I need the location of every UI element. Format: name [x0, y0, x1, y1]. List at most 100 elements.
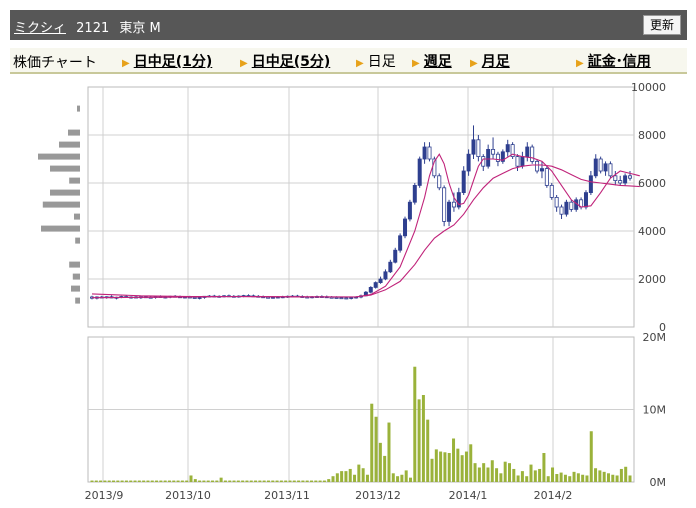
volume-bar [391, 473, 395, 482]
volume-bar [542, 453, 546, 482]
volume-bar [107, 480, 111, 482]
candle-body [598, 158, 603, 172]
volume-bar [245, 480, 249, 482]
volume-profile-bar [42, 201, 80, 208]
price-panel-frame [87, 86, 635, 328]
volume-bar [417, 399, 421, 482]
volume-bar [585, 475, 589, 482]
candle-body [383, 271, 388, 280]
volume-bar [469, 444, 473, 482]
volume-tick-label: 10M [643, 404, 667, 417]
volume-bar [507, 463, 511, 482]
volume-bar [400, 474, 404, 482]
volume-bar [615, 475, 619, 482]
volume-bar [202, 480, 206, 482]
volume-bar [305, 480, 309, 482]
volume-bar [129, 480, 133, 482]
candle-body [613, 175, 618, 182]
volume-bar [254, 480, 258, 482]
volume-bar [310, 480, 314, 482]
arrow-right-icon: ▶ [356, 58, 364, 69]
candle-body [266, 296, 271, 299]
volume-bar [589, 431, 593, 482]
nav-item-label[interactable]: 週足 [423, 54, 452, 70]
nav-item-label[interactable]: 証金･信用 [587, 54, 651, 70]
x-tick-label: 2013/12 [355, 489, 401, 502]
volume-bar [172, 480, 176, 482]
nav-item-intraday-5min[interactable]: ▶ 日中足(5分) [240, 51, 330, 71]
volume-bar [538, 468, 542, 482]
nav-item-intraday-1min[interactable]: ▶ 日中足(1分) [122, 51, 212, 71]
candle-body [588, 175, 593, 194]
volume-bar [198, 480, 202, 482]
x-tick-label: 2014/1 [449, 489, 488, 502]
candle-body [569, 201, 574, 210]
nav-item-margin[interactable]: ▶ 証金･信用 [576, 51, 651, 71]
nav-item-daily: ▶ 日足 [356, 51, 396, 71]
candle-body [608, 163, 613, 177]
volume-profile-bar [50, 189, 80, 196]
volume-bar [133, 480, 137, 482]
candle-body [456, 192, 461, 208]
volume-bar [602, 471, 606, 482]
candle-body [417, 158, 422, 186]
volume-bar [155, 480, 159, 482]
volume-bar [211, 480, 215, 482]
volume-bar [387, 422, 391, 482]
arrow-right-icon: ▶ [576, 58, 584, 69]
volume-profile-bar [71, 285, 80, 292]
candle-body [510, 144, 515, 158]
volume-bar [456, 448, 460, 482]
nav-item-weekly[interactable]: ▶ 週足 [412, 51, 452, 71]
arrow-right-icon: ▶ [470, 58, 478, 69]
nav-item-label: 日足 [367, 54, 396, 70]
volume-bar [512, 468, 516, 482]
nav-item-monthly[interactable]: ▶ 月足 [470, 51, 510, 71]
volume-bar [266, 480, 270, 482]
volume-bar [249, 480, 253, 482]
volume-bar [146, 480, 150, 482]
candle-body [618, 180, 623, 184]
candle-body [197, 297, 202, 299]
volume-bar [185, 480, 189, 482]
candle-body [344, 297, 349, 300]
company-link[interactable]: ミクシィ [14, 21, 67, 36]
volume-bar [499, 473, 503, 482]
candle-body [554, 196, 559, 208]
candle-body [412, 184, 417, 203]
arrow-right-icon: ▶ [122, 58, 130, 69]
volume-bar [490, 460, 494, 482]
nav-item-label[interactable]: 日中足(1分) [133, 54, 213, 70]
x-tick-label: 2013/10 [165, 489, 211, 502]
volume-bar [503, 461, 507, 482]
volume-profile-bar [75, 297, 80, 304]
candle-body [368, 286, 373, 293]
volume-bar [94, 480, 98, 482]
arrow-right-icon: ▶ [240, 58, 248, 69]
volume-bar [236, 480, 240, 482]
volume-bar [374, 416, 378, 482]
nav-item-label[interactable]: 日中足(5分) [251, 54, 331, 70]
volume-profile-bar [77, 105, 80, 112]
nav-item-label[interactable]: 月足 [481, 54, 510, 70]
candle-body [549, 184, 554, 198]
volume-bar [611, 474, 615, 482]
volume-bar [301, 480, 305, 482]
ma-long-line [91, 164, 640, 298]
volume-bar [142, 480, 146, 482]
refresh-button[interactable]: 更新 [642, 15, 681, 35]
volume-bar [439, 451, 443, 482]
volume-bar [348, 468, 352, 482]
candle-body [393, 249, 398, 263]
candle-body [466, 153, 471, 172]
candle-body [422, 146, 427, 160]
volume-tick-label: 0M [650, 476, 667, 489]
chart-nav: 株価チャート ▶ 日中足(1分) ▶ 日中足(5分) ▶ 日足 ▶ 週足 ▶ 月足 ▶ 証金… [10, 48, 687, 74]
volume-bar [258, 480, 262, 482]
candle-body [447, 201, 452, 222]
volume-bar [335, 473, 339, 482]
volume-bar [215, 480, 219, 482]
volume-bar [124, 480, 128, 482]
volume-bar [232, 480, 236, 482]
volume-profile-bar [68, 129, 80, 136]
